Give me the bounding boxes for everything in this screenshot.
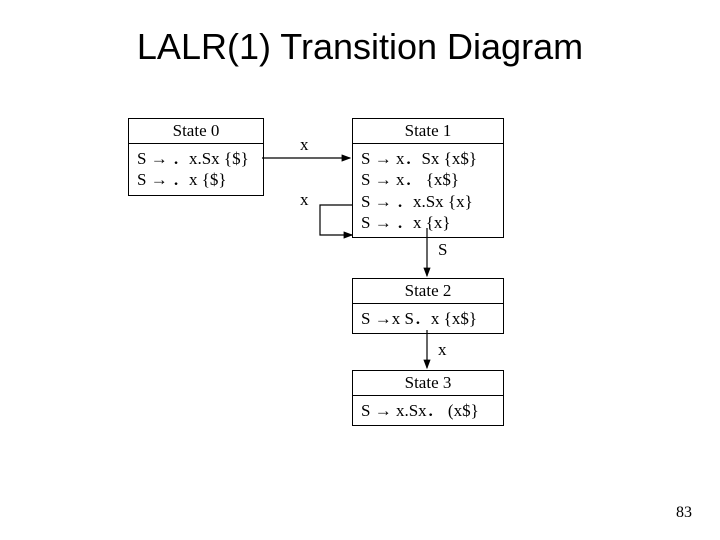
- state-1: State 1 S → x．Sx {x$} S → x． {x$} S → ．x…: [352, 118, 504, 238]
- transition-arrows: [0, 0, 720, 540]
- edge-s1-self: [320, 205, 352, 235]
- state-0: State 0 S → ．x.Sx {$} S → ．x {$}: [128, 118, 264, 196]
- edge-label-x-2: x: [438, 340, 447, 360]
- state-3-body: S → x.Sx． (x$}: [353, 396, 503, 425]
- edge-label-x-1: x: [300, 190, 309, 210]
- edge-label-x-0: x: [300, 135, 309, 155]
- state-2-body: S →x S．x {x$}: [353, 304, 503, 333]
- state-1-body: S → x．Sx {x$} S → x． {x$} S → ．x.Sx {x} …: [353, 144, 503, 237]
- page-title: LALR(1) Transition Diagram: [0, 26, 720, 68]
- state-1-header: State 1: [353, 119, 503, 144]
- state-3: State 3 S → x.Sx． (x$}: [352, 370, 504, 426]
- edge-label-S: S: [438, 240, 447, 260]
- state-2: State 2 S →x S．x {x$}: [352, 278, 504, 334]
- state-2-header: State 2: [353, 279, 503, 304]
- state-3-header: State 3: [353, 371, 503, 396]
- state-0-header: State 0: [129, 119, 263, 144]
- state-0-body: S → ．x.Sx {$} S → ．x {$}: [129, 144, 263, 195]
- page-number: 83: [676, 504, 692, 522]
